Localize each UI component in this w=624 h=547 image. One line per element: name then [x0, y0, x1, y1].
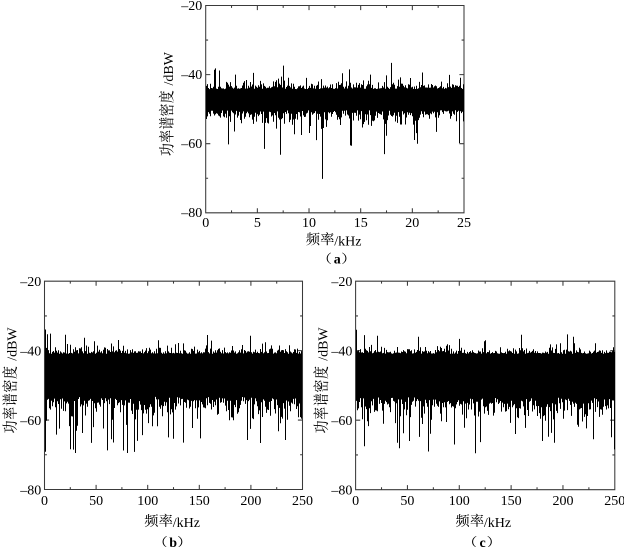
svg-text:/kHz: /kHz — [334, 234, 361, 249]
svg-text:–80: –80 — [180, 206, 202, 221]
svg-text:–20: –20 — [180, 0, 202, 14]
svg-text:20: 20 — [405, 216, 419, 231]
svg-text:50: 50 — [89, 494, 103, 509]
svg-text:15: 15 — [354, 216, 368, 231]
svg-text:–40: –40 — [330, 345, 352, 360]
svg-text:c: c — [479, 536, 485, 547]
svg-text:150: 150 — [501, 494, 522, 509]
svg-text:–40: –40 — [19, 345, 41, 360]
svg-text:50: 50 — [400, 494, 414, 509]
svg-text:100: 100 — [449, 494, 470, 509]
svg-text:5: 5 — [254, 216, 261, 231]
svg-text:100: 100 — [137, 494, 158, 509]
svg-text:b: b — [169, 536, 177, 547]
svg-text:/dBW: /dBW — [317, 327, 332, 361]
svg-text:–60: –60 — [180, 137, 202, 152]
svg-text:0: 0 — [202, 216, 209, 231]
svg-text:–80: –80 — [330, 484, 352, 499]
svg-text:–20: –20 — [330, 275, 352, 290]
svg-text:150: 150 — [189, 494, 210, 509]
svg-text:/dBW: /dBW — [162, 51, 177, 85]
svg-text:–60: –60 — [19, 414, 41, 429]
svg-text:0: 0 — [352, 494, 359, 509]
svg-text:–20: –20 — [19, 275, 41, 290]
svg-text:–80: –80 — [19, 483, 41, 498]
svg-text:200: 200 — [240, 494, 261, 509]
svg-text:250: 250 — [604, 494, 624, 509]
svg-text:10: 10 — [302, 216, 316, 231]
svg-text:200: 200 — [553, 494, 574, 509]
svg-text:/dBW: /dBW — [6, 327, 21, 361]
svg-text:0: 0 — [41, 494, 48, 509]
svg-text:–60: –60 — [330, 414, 352, 429]
svg-text:/kHz: /kHz — [173, 516, 200, 531]
svg-text:/kHz: /kHz — [484, 516, 511, 531]
svg-text:a: a — [334, 253, 341, 268]
svg-text:–40: –40 — [180, 68, 202, 83]
svg-text:25: 25 — [457, 216, 471, 231]
svg-text:250: 250 — [292, 494, 313, 509]
